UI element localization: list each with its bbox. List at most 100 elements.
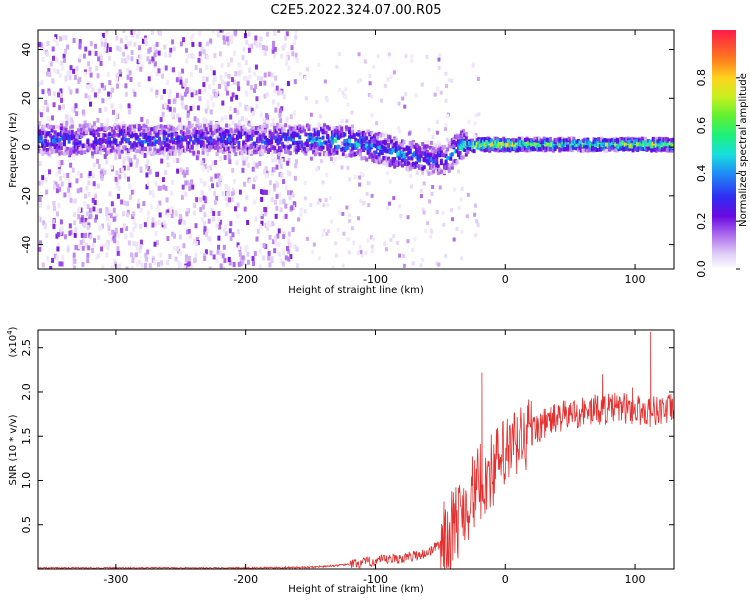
spectrogram-cell [81, 109, 85, 115]
spectrogram-cell [223, 130, 227, 135]
spectrogram-cell [295, 159, 299, 165]
spectrogram-cell [238, 134, 242, 139]
spectrogram-cell [97, 56, 101, 62]
spectrogram-cell [226, 146, 230, 151]
spectrogram-cell [284, 149, 288, 154]
spectrogram-cell [461, 128, 465, 133]
spectrogram-cell [164, 170, 168, 176]
spectrogram-cell [321, 145, 325, 150]
spectrogram-cell [284, 142, 288, 148]
spectrogram-cell [212, 89, 216, 95]
spectrogram-cell [232, 146, 236, 151]
spectrogram-cell [362, 132, 366, 137]
spectrogram-cell [195, 145, 199, 151]
spectrogram-cell [398, 204, 402, 209]
spectrogram-cell [137, 140, 141, 145]
spectrogram-cell [157, 219, 161, 225]
spectrogram-cell [419, 188, 423, 193]
spectrogram-cell [237, 124, 241, 129]
snr-y-axis-label: SNR (10 * v/v) [8, 414, 19, 485]
spectrogram-cell [435, 261, 439, 266]
spectrogram-cell [331, 265, 335, 269]
snr-y-ticks: 0.51.01.52.02.5 [20, 339, 674, 533]
spectrogram-cell [158, 212, 162, 218]
spectrogram-cell [122, 145, 126, 150]
spectrogram-cell [146, 159, 150, 165]
spectrogram-cell [486, 145, 490, 150]
spectrogram-cell [245, 39, 249, 45]
spectrogram-cell [41, 46, 45, 52]
spectrogram-cell [413, 237, 417, 242]
spectrogram-cell [333, 145, 337, 150]
spectrogram-cell [52, 180, 56, 186]
spectrogram-cell [229, 221, 233, 227]
spectrogram-cell [181, 104, 185, 110]
spectrogram-cell [238, 126, 242, 131]
spectrogram-cell [172, 98, 176, 104]
spectrogram-cell [380, 144, 384, 149]
spectrogram-cell [202, 166, 206, 172]
spectrogram-cell [413, 144, 417, 149]
spectrogram-cell [193, 203, 197, 209]
spectrogram-cell [111, 134, 115, 139]
spectrogram-cell [114, 155, 118, 161]
spectrogram-cell [119, 141, 123, 146]
spectrogram-cell [405, 162, 409, 167]
spectrogram-cell [59, 142, 63, 147]
spectrogram-cell [271, 40, 275, 46]
spectrogram-cell [38, 180, 41, 186]
spectrogram-cell [264, 189, 268, 195]
spectrogram-cell [210, 95, 214, 101]
spectrogram-x-ticks: -300 -200 -100 0 100 [103, 30, 646, 286]
spectrogram-cell [264, 211, 268, 217]
spectrogram-cell [399, 150, 403, 155]
spectrogram-cell [389, 238, 393, 243]
spectrogram-cell [53, 205, 57, 211]
spectrogram-cell [340, 147, 344, 152]
spectrogram-cell [189, 144, 193, 149]
spectrogram-cell [209, 135, 213, 140]
spectrogram-cell [170, 213, 174, 219]
spectrogram-cell [265, 45, 269, 51]
spectrogram-cell [296, 142, 300, 147]
spectrogram-cell [647, 146, 651, 151]
spectrogram-cell [228, 260, 232, 266]
spectrogram-cell [203, 229, 207, 235]
spectrogram-cell [260, 124, 264, 129]
spectrogram-cell [400, 153, 404, 158]
spectrogram-cell [451, 217, 455, 222]
spectrogram-cell [172, 145, 176, 150]
spectrogram-cell [164, 185, 168, 191]
spectrogram-cell [83, 120, 87, 126]
spectrogram-cell [346, 140, 350, 145]
spectrogram-cell [435, 158, 439, 163]
spectrogram-cell [237, 62, 241, 68]
spectrogram-cell [293, 79, 297, 85]
spectrogram-cell [83, 71, 87, 77]
spectrogram-cell [530, 139, 534, 144]
spectrogram-cell [273, 149, 277, 154]
spectrogram-cell [329, 148, 333, 153]
spectrogram-cell [170, 112, 174, 118]
spectrogram-cell [228, 136, 232, 141]
spectrogram-cell [346, 237, 350, 242]
spectrogram-cell [137, 30, 141, 36]
spectrogram-cell [274, 107, 278, 113]
spectrogram-cell [310, 136, 314, 141]
spectrogram-cell [642, 142, 646, 147]
spectrogram-cell [431, 185, 435, 190]
spectrogram-cell [201, 150, 205, 155]
spectrogram-cell [508, 142, 512, 147]
spectrogram-cell [264, 166, 268, 172]
spectrogram-cell [147, 165, 151, 171]
spectrogram-cell [140, 63, 144, 69]
spectrogram-cell [614, 142, 618, 147]
spectrogram-cell [453, 134, 457, 139]
spectrogram-cell [573, 143, 577, 148]
spectrogram-cell [227, 197, 231, 203]
spectrogram-cell [236, 229, 240, 235]
spectrogram-cell [393, 142, 397, 147]
spectrogram-cell [667, 143, 671, 148]
spectrogram-cell [437, 262, 441, 267]
spectrogram-cell [457, 139, 461, 144]
